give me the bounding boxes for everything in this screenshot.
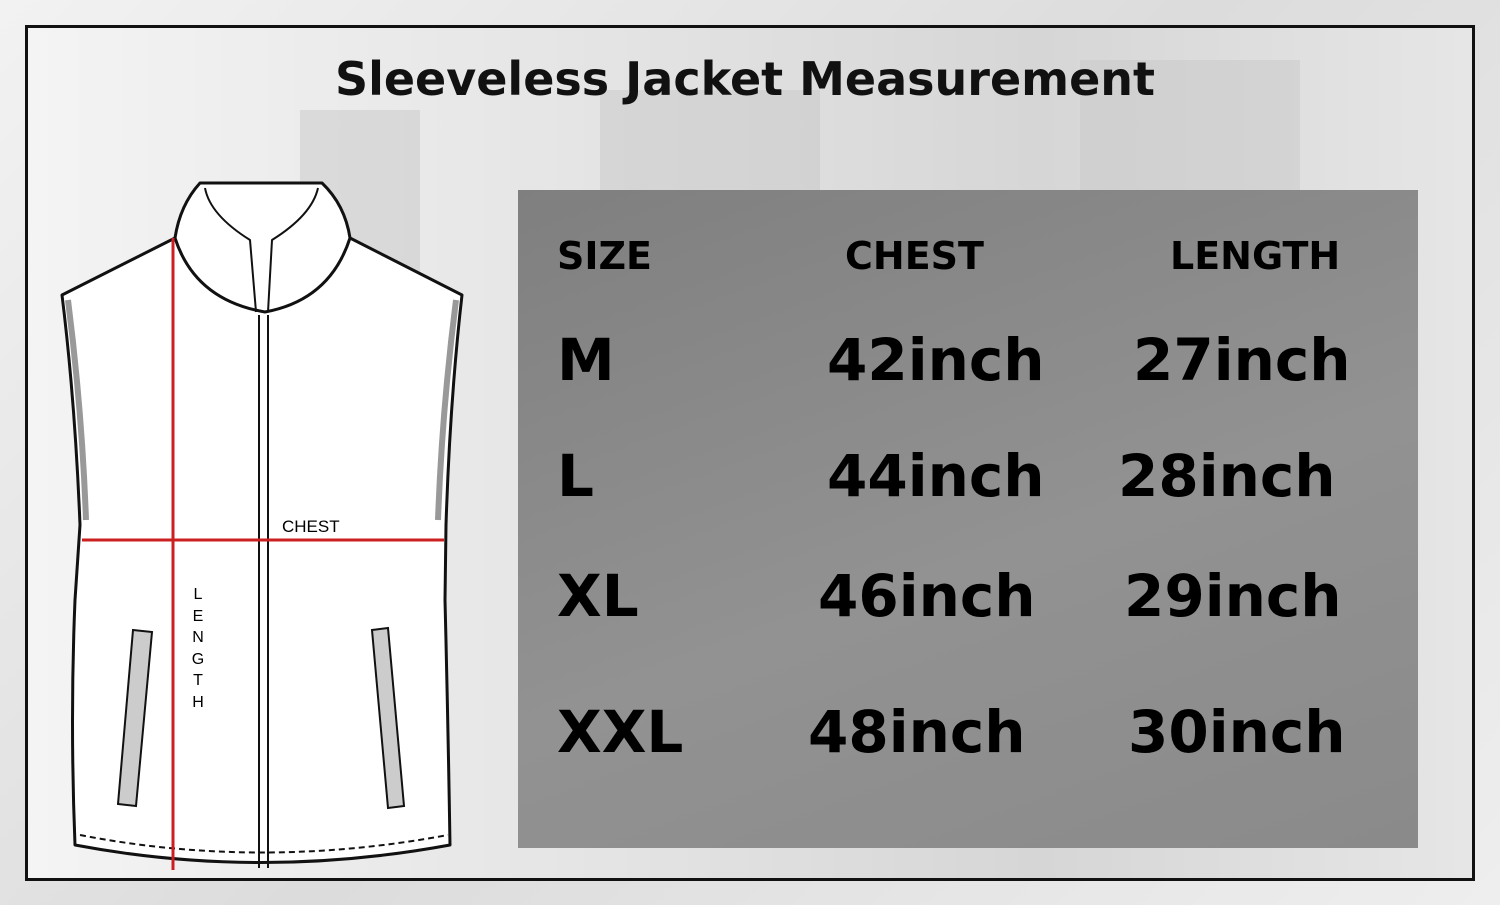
left-pocket [116,628,154,808]
row-chest: 42inch [827,326,1045,394]
row-chest: 44inch [827,442,1045,510]
chest-label: CHEST [282,517,340,536]
length-label: LENGTH [191,586,205,711]
header-length: LENGTH [1170,234,1341,278]
header-size: SIZE [557,234,653,278]
background-building [1080,60,1300,190]
hem-stitch [79,834,449,854]
page-title: Sleeveless Jacket Measurement [334,52,1156,106]
size-table: SIZE CHEST LENGTH M 42inch 27inch L 44in… [518,190,1418,848]
row-size: M [557,326,615,394]
row-size: XL [557,562,639,630]
row-chest: 48inch [808,698,1026,766]
vest-diagram [60,181,464,870]
right-pocket [370,626,406,810]
background-building [600,90,820,190]
row-chest: 46inch [818,562,1036,630]
vest-collar-inner [204,187,319,313]
row-length: 30inch [1128,698,1346,766]
vest-body [60,236,464,864]
armhole-trim [435,299,459,521]
header-chest: CHEST [845,234,984,278]
row-length: 27inch [1133,326,1351,394]
row-size: L [557,442,594,510]
armhole-trim [65,299,89,521]
row-length: 28inch [1118,442,1336,510]
row-length: 29inch [1124,562,1342,630]
row-size: XXL [557,698,684,766]
